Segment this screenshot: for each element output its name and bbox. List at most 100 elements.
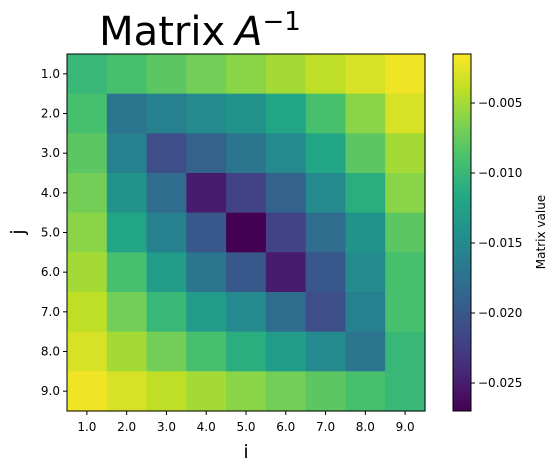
heatmap-cell	[106, 173, 148, 214]
heatmap-cell	[226, 54, 267, 95]
heatmap-cell	[226, 292, 267, 333]
heatmap-cell	[146, 93, 187, 134]
heatmap-cell	[385, 212, 426, 253]
y-tick-label: 5.0	[41, 226, 60, 240]
heatmap-cell	[345, 93, 386, 134]
heatmap-cell	[265, 54, 307, 95]
heatmap-cell	[67, 292, 108, 333]
heatmap-cell	[146, 331, 187, 372]
heatmap-cell	[305, 252, 347, 293]
heatmap-cell	[67, 212, 108, 253]
x-axis-ticks: 1.0 2.0 3.0 4.0 5.0 6.0 7.0 8.0 9.0	[77, 411, 415, 434]
heatmap-cell	[186, 54, 227, 95]
heatmap-cell	[226, 331, 267, 372]
x-tick-label: 8.0	[356, 420, 375, 434]
heatmap-cell	[106, 212, 148, 253]
heatmap-cell	[385, 292, 426, 333]
heatmap-cell	[345, 292, 386, 333]
heatmap-cell	[67, 173, 108, 214]
heatmap-cell	[305, 212, 347, 253]
heatmap-cell	[305, 93, 347, 134]
heatmap-cell	[305, 133, 347, 174]
x-axis-label: i	[243, 441, 248, 463]
y-axis-ticks: 1.0 2.0 3.0 4.0 5.0 6.0 7.0 8.0 9.0	[41, 67, 67, 398]
heatmap-cell	[345, 331, 386, 372]
x-tick-label: 1.0	[77, 420, 96, 434]
colorbar-tick-label: −0.010	[478, 166, 522, 180]
y-tick-label: 9.0	[41, 384, 60, 398]
heatmap-cell	[186, 371, 227, 412]
heatmap-cell	[67, 133, 108, 174]
heatmap-cell	[146, 252, 187, 293]
chart-title: Matrix A−1	[99, 7, 301, 55]
y-axis-label: j	[7, 229, 29, 235]
heatmap-cell	[305, 292, 347, 333]
heatmap-cell	[106, 252, 148, 293]
heatmap-cell	[385, 93, 426, 134]
y-tick-label: 2.0	[41, 107, 60, 121]
heatmap-cell	[146, 173, 187, 214]
x-tick-label: 3.0	[157, 420, 176, 434]
heatmap-cell	[305, 331, 347, 372]
x-tick-label: 9.0	[396, 420, 415, 434]
heatmap-cell	[226, 93, 267, 134]
x-tick-label: 7.0	[316, 420, 335, 434]
heatmap-cell	[385, 371, 426, 412]
heatmap-cell	[226, 133, 267, 174]
heatmap-cell	[265, 173, 307, 214]
heatmap-cell	[345, 54, 386, 95]
heatmap-cell	[265, 252, 307, 293]
colorbar-label: Matrix value	[534, 195, 548, 269]
heatmap-cell	[186, 331, 227, 372]
colorbar-ticks: −0.025 −0.020 −0.015 −0.010 −0.005	[471, 96, 522, 390]
x-tick-label: 5.0	[236, 420, 255, 434]
heatmap-cell	[146, 371, 187, 412]
y-tick-label: 6.0	[41, 265, 60, 279]
heatmap-cell	[385, 173, 426, 214]
heatmap-cell	[106, 133, 148, 174]
heatmap-cell	[186, 252, 227, 293]
heatmap-cell	[67, 371, 108, 412]
heatmap-cell	[226, 173, 267, 214]
heatmap-cell	[186, 93, 227, 134]
heatmap-cell	[265, 133, 307, 174]
heatmap-cell	[345, 173, 386, 214]
heatmap-cell	[226, 371, 267, 412]
heatmap-cell	[385, 331, 426, 372]
heatmap-cell	[186, 292, 227, 333]
heatmap-cell	[186, 133, 227, 174]
x-tick-label: 2.0	[117, 420, 136, 434]
heatmap-cell	[106, 54, 148, 95]
x-tick-label: 4.0	[197, 420, 216, 434]
x-tick-label: 6.0	[276, 420, 295, 434]
colorbar-frame	[452, 53, 472, 412]
heatmap-cell	[106, 331, 148, 372]
y-tick-label: 8.0	[41, 345, 60, 359]
heatmap-cell	[265, 371, 307, 412]
heatmap-cell	[67, 54, 108, 95]
heatmap-cell	[305, 371, 347, 412]
colorbar-tick-label: −0.025	[478, 376, 522, 390]
colorbar-tick-label: −0.020	[478, 306, 522, 320]
heatmap-cell	[226, 212, 267, 253]
heatmap-cell	[345, 371, 386, 412]
y-tick-label: 7.0	[41, 305, 60, 319]
heatmap-cell	[146, 212, 187, 253]
colorbar-tick-label: −0.015	[478, 236, 522, 250]
heatmap-cell	[305, 173, 347, 214]
heatmap-cells	[67, 54, 426, 412]
heatmap-cell	[146, 292, 187, 333]
heatmap-cell	[226, 252, 267, 293]
heatmap-cell	[106, 371, 148, 412]
heatmap-cell	[385, 252, 426, 293]
y-tick-label: 3.0	[41, 146, 60, 160]
heatmap-cell	[106, 292, 148, 333]
heatmap-cell	[345, 252, 386, 293]
heatmap-cell	[265, 212, 307, 253]
colorbar	[453, 54, 471, 411]
heatmap-cell	[67, 331, 108, 372]
heatmap-cell	[146, 133, 187, 174]
heatmap-cell	[305, 54, 347, 95]
heatmap-cell	[345, 133, 386, 174]
